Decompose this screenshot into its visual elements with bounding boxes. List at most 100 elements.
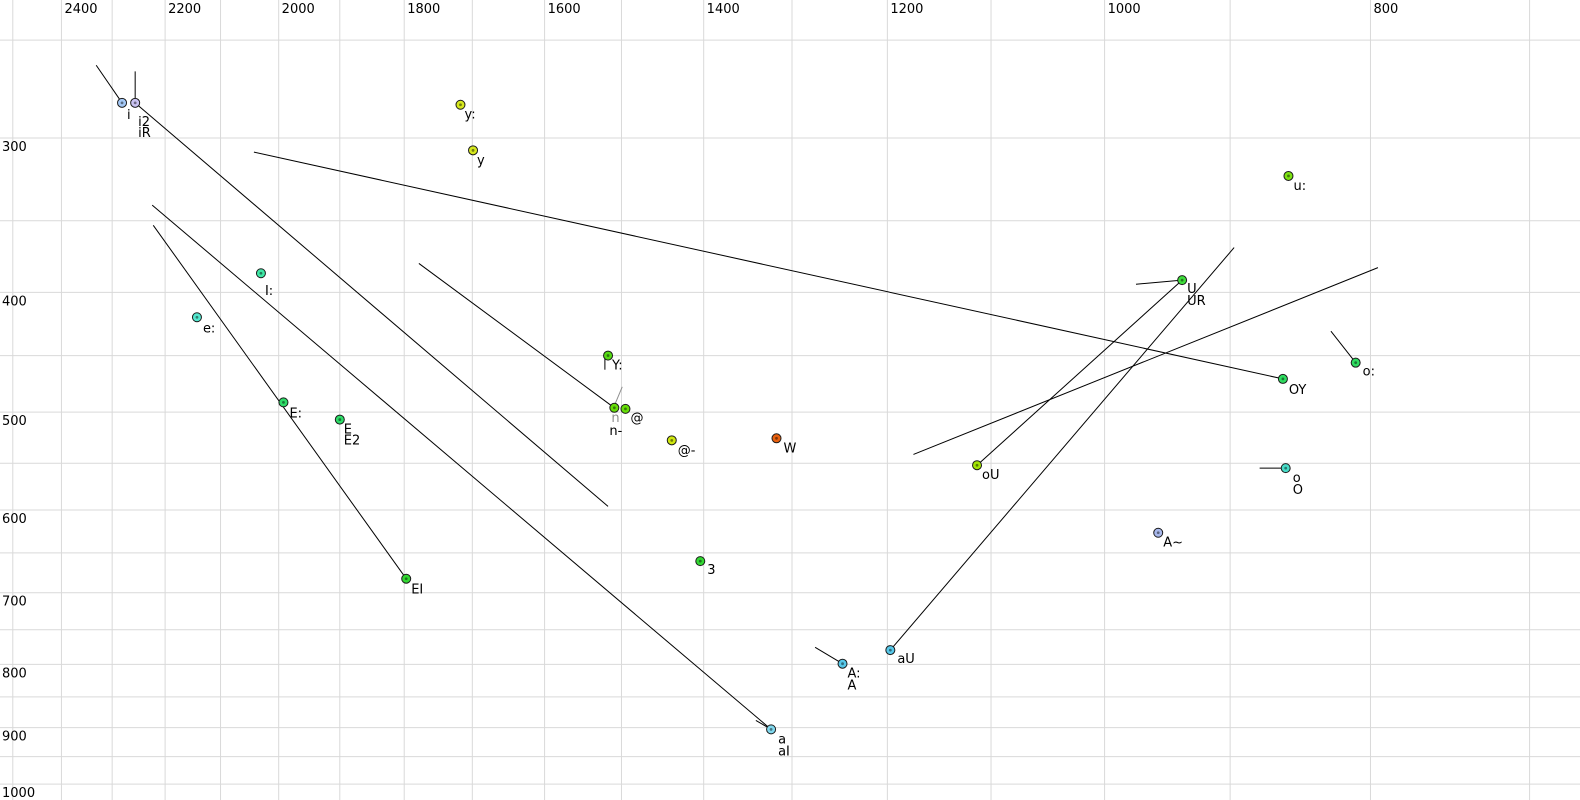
data-point-EI[interactable]: EI (401, 573, 424, 598)
point-label: oU (982, 468, 999, 483)
point-label: E2 (344, 434, 361, 449)
point-marker[interactable] (334, 414, 345, 425)
point-marker[interactable] (278, 397, 289, 408)
y-tick-label: 800 (2, 666, 27, 681)
data-point-oU[interactable]: oU (972, 460, 1000, 484)
point-marker[interactable] (1350, 357, 1361, 368)
point-center-dot (259, 271, 263, 275)
point-label: UR (1187, 294, 1206, 309)
data-point-U[interactable]: UUR (1177, 275, 1206, 310)
point-center-dot (1281, 377, 1285, 381)
point-marker[interactable] (117, 97, 128, 108)
point-label: y (477, 153, 485, 168)
trajectory-line-into-o: (1330, 330, 1357, 363)
point-label: EI (411, 583, 423, 598)
point-label: aU (897, 652, 914, 667)
y-tick-label: 700 (2, 595, 27, 610)
data-point-E:[interactable]: E: (278, 397, 302, 422)
point-marker[interactable] (1177, 275, 1188, 286)
point-center-dot (670, 438, 674, 442)
data-point-A:[interactable]: A:A (837, 658, 861, 694)
trajectory-line-i2-glide (136, 104, 609, 507)
point-marker[interactable] (837, 658, 848, 669)
point-marker[interactable] (695, 556, 706, 567)
point-center-dot (459, 103, 462, 107)
point-label: y: (464, 108, 475, 123)
data-point-aU[interactable]: aU (885, 645, 915, 668)
point-marker[interactable] (455, 99, 466, 110)
point-marker[interactable] (468, 145, 479, 156)
trajectory-line-oU-to-U (976, 279, 1183, 466)
point-label: E: (289, 406, 302, 421)
point-center-dot (624, 407, 627, 411)
point-marker[interactable] (191, 312, 202, 323)
y-tick-label: 900 (2, 730, 27, 745)
trajectory-line-into-U (1135, 279, 1183, 285)
point-marker[interactable] (972, 460, 983, 471)
point-label: @- (678, 443, 696, 458)
point-label: I: (265, 284, 273, 299)
point-marker[interactable] (401, 573, 412, 584)
point-label: OY (1289, 383, 1307, 398)
point-label: i (127, 108, 131, 123)
point-center-dot (338, 418, 342, 421)
point-label: n- (609, 424, 622, 439)
data-point-n[interactable]: nn- (609, 402, 623, 439)
data-point-3[interactable]: 3 (695, 556, 716, 579)
point-label: A: (848, 667, 861, 682)
data-point-e:[interactable]: e: (191, 312, 215, 337)
point-marker[interactable] (130, 97, 141, 108)
point-marker[interactable] (1153, 527, 1164, 538)
data-point-Y:[interactable]: Y: (603, 350, 623, 374)
point-marker[interactable] (603, 350, 614, 361)
point-center-dot (1156, 531, 1160, 535)
x-tick-label: 800 (1373, 2, 1398, 17)
point-marker[interactable] (609, 402, 620, 413)
point-center-dot (282, 400, 285, 404)
y-tick-label: 400 (2, 294, 27, 309)
point-center-dot (612, 406, 616, 410)
point-center-dot (195, 315, 199, 319)
point-label: o: (1363, 365, 1375, 380)
data-point-@-[interactable]: @- (666, 435, 696, 459)
point-marker[interactable] (1277, 373, 1288, 384)
point-marker[interactable] (1283, 170, 1294, 181)
data-point-I:[interactable]: I: (255, 268, 273, 300)
data-point-u:[interactable]: u: (1283, 170, 1306, 194)
point-label: A (848, 679, 857, 694)
point-label: n (611, 411, 619, 426)
point-marker[interactable] (766, 724, 777, 735)
data-point-OY[interactable]: OY (1277, 373, 1307, 398)
point-center-dot (1287, 174, 1290, 178)
trajectory-line-into-i (95, 64, 123, 104)
data-point-y:[interactable]: y: (455, 99, 476, 123)
data-point-A~[interactable]: A~ (1153, 527, 1183, 551)
point-center-dot (769, 727, 773, 731)
point-center-dot (120, 101, 124, 105)
point-label: iR (138, 126, 151, 141)
data-point-o:[interactable]: o: (1350, 357, 1375, 380)
point-marker[interactable] (666, 435, 677, 446)
data-point-@[interactable]: @ (620, 403, 644, 426)
data-point-O[interactable]: oO (1280, 463, 1303, 499)
point-marker[interactable] (255, 268, 266, 279)
x-tick-label: 1600 (548, 2, 581, 17)
point-label: @ (630, 411, 643, 426)
data-point-W[interactable]: W (771, 433, 797, 457)
y-tick-label: 500 (2, 414, 27, 429)
point-marker[interactable] (620, 403, 631, 414)
point-marker[interactable] (1280, 463, 1291, 474)
x-tick-label: 1000 (1108, 2, 1141, 17)
data-point-y[interactable]: y (468, 145, 486, 169)
point-label: u: (1293, 179, 1306, 194)
point-marker[interactable] (885, 645, 896, 656)
data-point-i[interactable]: i (117, 97, 131, 123)
data-point-a[interactable]: aaI (766, 724, 790, 760)
point-center-dot (888, 648, 892, 652)
point-label: a (778, 732, 786, 747)
point-marker[interactable] (771, 433, 782, 444)
data-point-E2[interactable]: EE2 (334, 414, 361, 449)
y-tick-label: 1000 (2, 786, 35, 800)
